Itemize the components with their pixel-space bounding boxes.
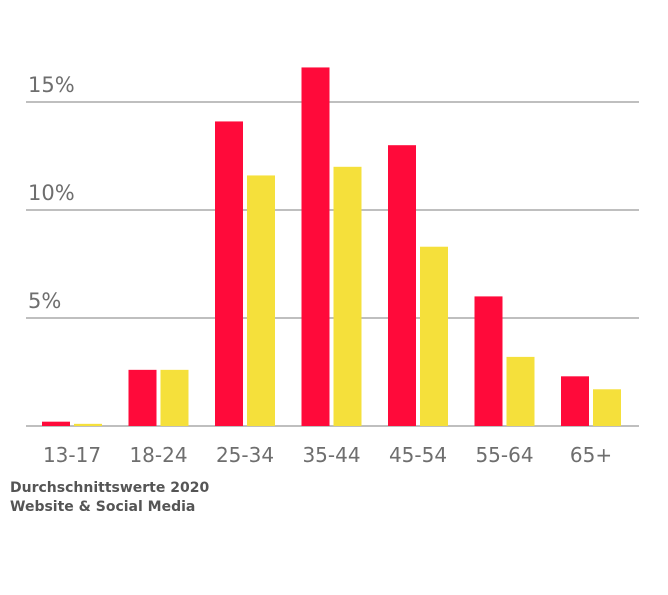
bar-25-34-s2: [247, 175, 275, 426]
x-category-label: 13-17: [43, 443, 101, 467]
bar-65+-s2: [593, 389, 621, 426]
bar-13-17-s2: [74, 423, 102, 426]
bar-18-24-s1: [128, 369, 157, 426]
y-tick-label: 5%: [28, 289, 61, 313]
bars: [42, 67, 621, 427]
x-category-label: 65+: [570, 443, 612, 467]
bar-35-44-s1: [301, 67, 330, 426]
bar-55-64-s2: [506, 356, 535, 426]
bar-45-54-s1: [388, 145, 416, 426]
bar-35-44-s2: [333, 166, 362, 427]
category-labels: 13-17 18-24 25-34 35-44 45-54 55-64 65+: [43, 443, 612, 467]
chart-note-line-1: Durchschnittswerte 2020: [10, 480, 210, 496]
bar-65+-s1: [561, 376, 589, 426]
x-category-label: 18-24: [129, 443, 187, 467]
x-category-label: 35-44: [302, 443, 360, 467]
y-tick-label: 10%: [28, 181, 75, 205]
bar-55-64-s1: [474, 296, 503, 426]
bar-13-17-s1: [42, 421, 70, 426]
bar-25-34-s1: [215, 121, 243, 426]
bar-18-24-s2: [160, 369, 189, 426]
x-category-label: 45-54: [389, 443, 447, 467]
x-category-label: 25-34: [216, 443, 274, 467]
x-category-label: 55-64: [475, 443, 533, 467]
gridlines: 5% 10% 15%: [26, 73, 639, 427]
y-tick-label: 15%: [28, 73, 75, 97]
bar-45-54-s2: [420, 246, 448, 426]
chart-note-line-2: Website & Social Media: [10, 499, 196, 515]
